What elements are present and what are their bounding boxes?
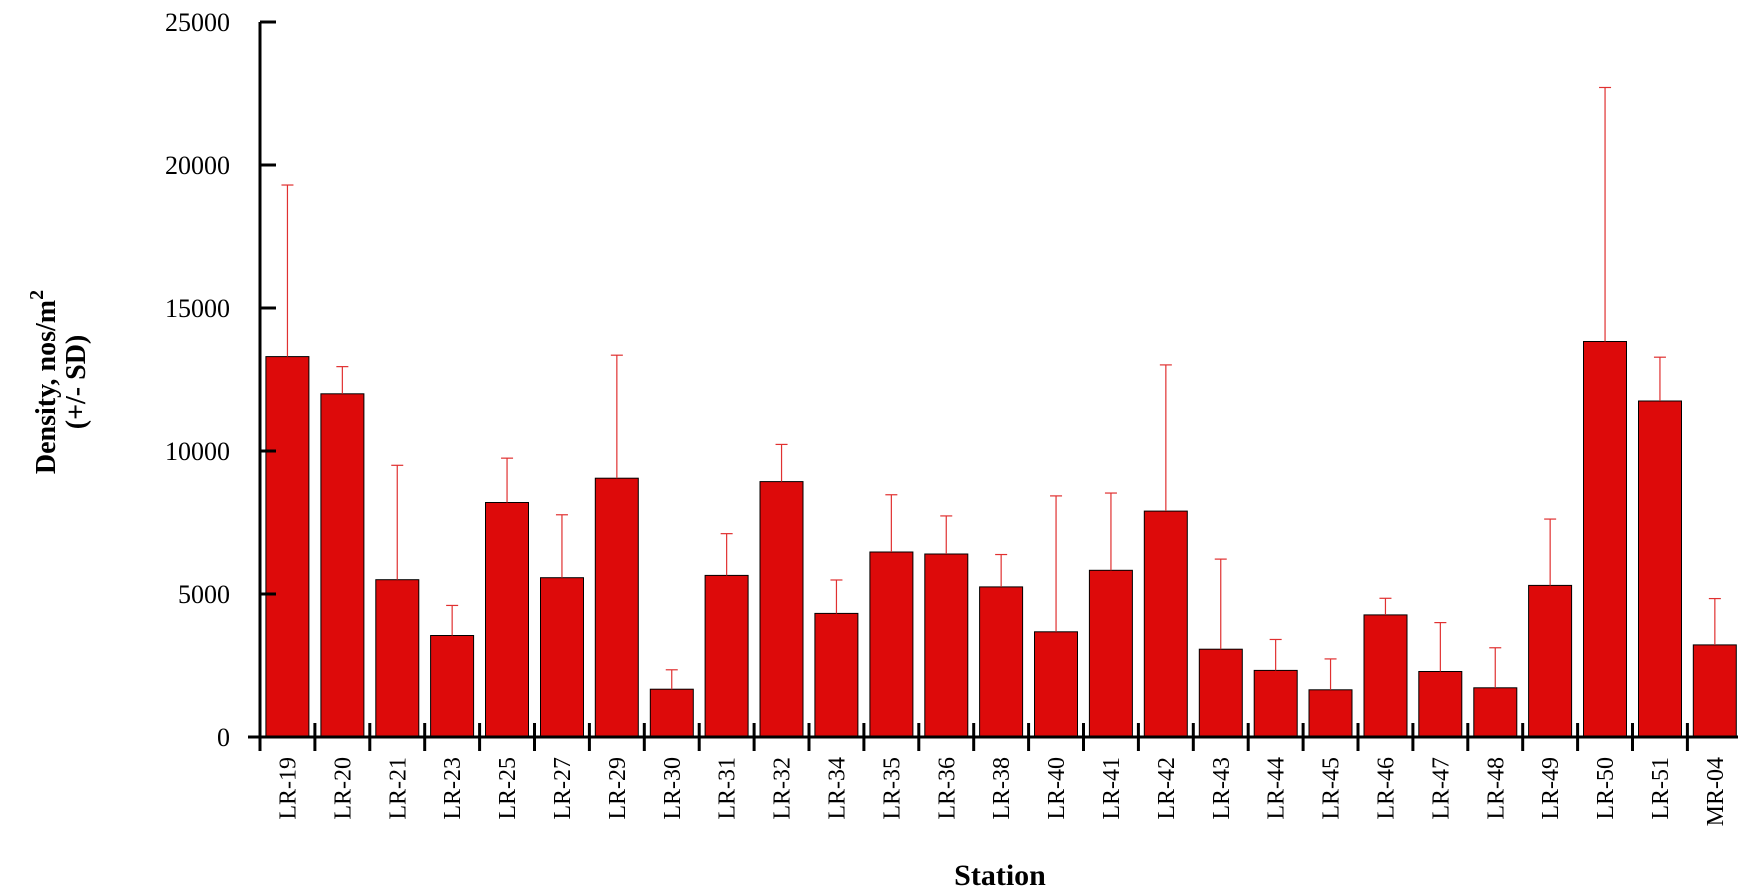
bar-LR-27 (540, 577, 584, 738)
x-tick-label: LR-48 (1483, 757, 1509, 820)
x-tick-label: LR-29 (605, 757, 631, 820)
bar-LR-31 (704, 574, 749, 738)
error-bar-LR-38 (995, 553, 1008, 587)
bar-LR-48 (1473, 687, 1518, 738)
x-tick-label: LR-42 (1154, 757, 1180, 820)
x-tick-label: LR-20 (330, 757, 356, 820)
error-bar-LR-42 (1159, 364, 1172, 512)
bar-LR-23 (430, 635, 475, 738)
error-bar-LR-51 (1653, 356, 1666, 401)
error-bar-LR-44 (1269, 638, 1282, 671)
error-bar-LR-30 (665, 669, 678, 690)
error-bar-MR-04 (1708, 597, 1721, 645)
error-bar-LR-27 (555, 514, 568, 578)
x-tick-label: LR-43 (1209, 757, 1235, 820)
error-bar-LR-40 (1050, 495, 1063, 632)
error-bar-LR-19 (281, 184, 294, 357)
x-tick-label: LR-31 (715, 757, 741, 820)
y-axis-title-line1: Density, nos/m (31, 300, 62, 474)
x-tick-label: LR-44 (1264, 757, 1290, 820)
x-axis-title: Station (954, 859, 1046, 892)
bar-LR-38 (979, 586, 1024, 738)
bar-LR-25 (485, 502, 529, 738)
bar-LR-20 (320, 393, 365, 738)
x-tick-label: LR-21 (385, 757, 411, 820)
x-tick-label: LR-50 (1593, 757, 1619, 820)
error-bar-LR-41 (1104, 492, 1117, 571)
error-bar-LR-47 (1434, 621, 1447, 672)
y-tick-label: 15000 (165, 294, 230, 323)
error-bar-LR-25 (501, 457, 514, 503)
bar-MR-04 (1692, 644, 1737, 738)
x-tick-label: LR-35 (879, 757, 905, 820)
y-tick-label: 10000 (165, 437, 230, 466)
error-bar-LR-48 (1489, 647, 1502, 688)
error-bar-LR-36 (940, 515, 953, 554)
x-tick-label: LR-41 (1099, 757, 1125, 820)
bar-LR-41 (1088, 569, 1133, 738)
bar-LR-42 (1143, 510, 1188, 738)
bar-LR-40 (1034, 631, 1078, 738)
x-tick-label: LR-46 (1374, 757, 1400, 820)
error-bar-LR-45 (1324, 658, 1337, 690)
x-tick-label: LR-40 (1044, 757, 1070, 820)
bar-LR-35 (869, 551, 914, 738)
y-tick-label: 5000 (178, 580, 230, 609)
bar-LR-45 (1308, 689, 1353, 738)
bar-LR-36 (924, 553, 969, 738)
error-bar-LR-21 (391, 464, 404, 580)
error-bar-LR-23 (446, 604, 459, 636)
y-tick-label: 25000 (165, 8, 230, 37)
y-tick-label: 20000 (165, 151, 230, 180)
x-tick-label: LR-32 (770, 757, 796, 820)
bar-LR-49 (1528, 584, 1573, 738)
axes-layer: LR-19 LR-20 LR-21 LR-23 LR-25 LR-27 LR-29 LR-30… (165, 8, 1738, 826)
error-bar-LR-32 (775, 443, 788, 482)
error-bar-LR-50 (1599, 86, 1612, 342)
x-tick-label: LR-45 (1319, 757, 1345, 820)
bar-LR-51 (1638, 400, 1682, 738)
x-tick-label: LR-51 (1648, 757, 1674, 820)
x-tick-label: LR-36 (934, 757, 960, 820)
bar-LR-44 (1253, 669, 1298, 738)
bar-LR-32 (759, 481, 804, 738)
error-bar-LR-46 (1379, 597, 1392, 615)
x-tick-label: LR-25 (495, 757, 521, 820)
error-bar-LR-34 (830, 579, 843, 614)
x-tick-label: LR-23 (440, 757, 466, 820)
bar-LR-29 (594, 477, 639, 738)
bar-LR-19 (265, 356, 310, 738)
svg-text:Density, nos/m2: Density, nos/m2 (26, 290, 62, 474)
x-tick-label: LR-30 (660, 757, 686, 820)
bar-LR-30 (649, 688, 694, 738)
y-axis-title-superscript: 2 (26, 290, 48, 300)
bar-LR-50 (1583, 341, 1627, 738)
x-tick-label: MR-04 (1703, 757, 1729, 826)
error-bar-LR-31 (720, 533, 733, 576)
y-tick-label: 0 (217, 723, 230, 752)
error-bar-LR-35 (885, 494, 898, 552)
error-bars-layer (281, 86, 1721, 690)
x-tick-label: LR-49 (1538, 757, 1564, 820)
bar-LR-47 (1418, 671, 1463, 738)
error-bar-LR-49 (1544, 518, 1557, 586)
x-tick-label: LR-27 (550, 757, 576, 820)
bar-LR-34 (814, 612, 859, 738)
y-axis-title: Density, nos/m2 (+/- SD) (26, 290, 92, 474)
bar-LR-46 (1363, 614, 1408, 738)
error-bar-LR-20 (336, 366, 349, 394)
error-bar-LR-43 (1214, 558, 1227, 650)
error-bar-LR-29 (610, 354, 623, 479)
x-tick-label: LR-47 (1428, 757, 1454, 820)
bar-LR-21 (375, 579, 420, 738)
y-axis-title-line2: (+/- SD) (61, 335, 92, 430)
x-tick-label: LR-19 (275, 757, 301, 820)
x-tick-label: LR-34 (824, 757, 850, 820)
x-tick-label: LR-38 (989, 757, 1015, 820)
bar-LR-43 (1198, 648, 1243, 738)
bars-layer (265, 341, 1737, 738)
